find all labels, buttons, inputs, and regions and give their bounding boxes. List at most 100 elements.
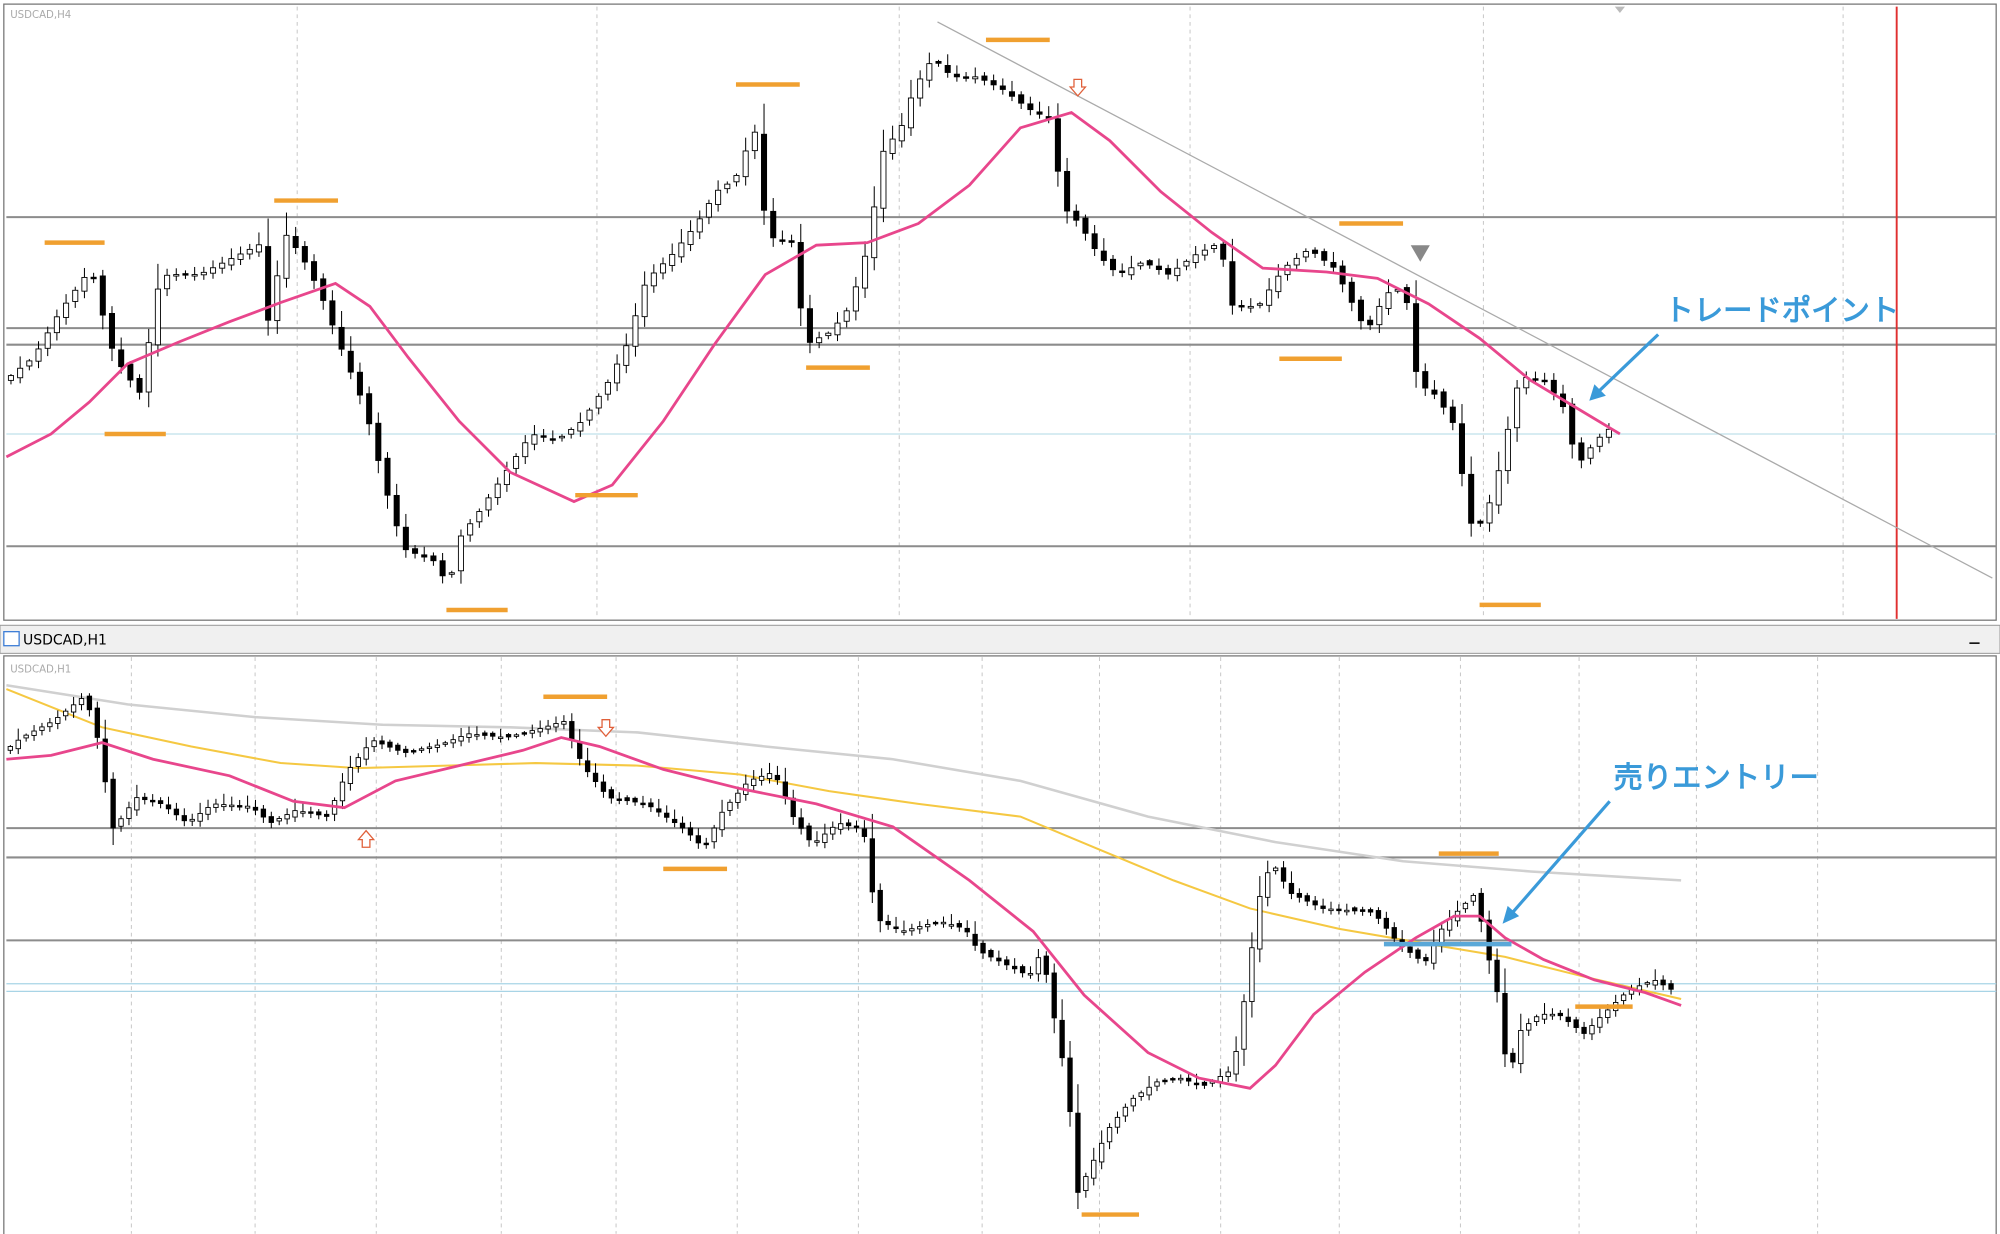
candle-body bbox=[545, 725, 551, 730]
candle-body bbox=[1385, 292, 1392, 309]
candle-body bbox=[838, 823, 844, 830]
candle-body bbox=[669, 253, 676, 266]
candle-body bbox=[70, 704, 77, 713]
candle-body bbox=[1532, 378, 1539, 381]
candle-body bbox=[623, 345, 630, 366]
candle-body bbox=[561, 721, 567, 725]
candle-body bbox=[880, 150, 887, 209]
candle-body bbox=[90, 276, 97, 280]
candle-body bbox=[834, 322, 841, 336]
candle-body bbox=[727, 801, 733, 811]
candle-body bbox=[94, 707, 100, 738]
candle-body bbox=[1302, 251, 1309, 258]
candle-body bbox=[1526, 1023, 1532, 1031]
candle-body bbox=[189, 818, 195, 822]
candle-body bbox=[1348, 281, 1355, 303]
candle-body bbox=[586, 409, 593, 421]
candle-body bbox=[604, 381, 611, 395]
candle-body bbox=[485, 497, 492, 511]
candle-body bbox=[26, 360, 33, 367]
candle-body bbox=[329, 300, 336, 326]
candle-body bbox=[1569, 403, 1576, 445]
candle-body bbox=[711, 827, 717, 843]
chart-label: USDCAD,H4 bbox=[10, 10, 71, 21]
candle-body bbox=[1596, 436, 1603, 447]
candle-body bbox=[1359, 909, 1366, 912]
candle-body bbox=[558, 435, 566, 439]
candle-body bbox=[678, 242, 685, 258]
candles bbox=[7, 52, 1612, 584]
candles bbox=[7, 693, 1674, 1210]
moving-average bbox=[6, 736, 1682, 1090]
candle-body bbox=[1265, 872, 1271, 898]
candle-body bbox=[540, 435, 547, 438]
candle-body bbox=[1296, 892, 1303, 898]
candle-body bbox=[157, 800, 164, 804]
candle-body bbox=[898, 125, 905, 142]
candle-body bbox=[1174, 267, 1181, 277]
candle-body bbox=[1423, 957, 1429, 962]
candle-body bbox=[1170, 1078, 1176, 1081]
candle-body bbox=[907, 97, 914, 129]
candle-body bbox=[797, 242, 804, 309]
candle-body bbox=[1193, 1082, 1200, 1086]
candle-body bbox=[1036, 111, 1043, 115]
candle-body bbox=[600, 781, 607, 792]
candle-body bbox=[1660, 979, 1666, 986]
candle-body bbox=[1233, 1051, 1239, 1075]
bottom-window: USDCAD,H1 USDCAD,H1 bbox=[0, 624, 2000, 1234]
candle-body bbox=[917, 926, 923, 930]
candle-body bbox=[1668, 983, 1674, 990]
candle-body bbox=[1407, 946, 1413, 953]
candle-body bbox=[751, 778, 757, 787]
candle-body bbox=[909, 928, 915, 932]
candle-body bbox=[845, 822, 852, 827]
candle-body bbox=[182, 273, 189, 276]
candle-body bbox=[1357, 299, 1364, 322]
candle-body bbox=[782, 781, 788, 799]
candle-body bbox=[1367, 319, 1374, 326]
candle-body bbox=[300, 811, 306, 814]
candle-body bbox=[788, 240, 795, 243]
candle-body bbox=[78, 698, 85, 706]
candle-body bbox=[577, 741, 583, 759]
candle-body bbox=[696, 218, 703, 233]
candle-body bbox=[1238, 305, 1245, 308]
candle-body bbox=[1415, 949, 1421, 959]
candle-body bbox=[577, 422, 584, 432]
candle-body bbox=[779, 239, 786, 242]
candle-body bbox=[1367, 909, 1374, 913]
candle-body bbox=[1328, 908, 1334, 912]
candle-body bbox=[715, 189, 722, 205]
candle-body bbox=[403, 748, 409, 753]
candle-body bbox=[1119, 270, 1126, 273]
candle-body bbox=[1587, 447, 1594, 459]
candle-body bbox=[1178, 1077, 1184, 1081]
candle-body bbox=[1352, 907, 1358, 912]
candle-body bbox=[1495, 470, 1502, 506]
triangle-marker bbox=[1410, 245, 1430, 262]
candle-body bbox=[99, 275, 106, 316]
candle-body bbox=[770, 210, 777, 239]
candle-body bbox=[1541, 1013, 1548, 1020]
candle-body bbox=[44, 332, 51, 349]
candle-body bbox=[990, 80, 997, 86]
candle-body bbox=[72, 289, 79, 302]
candle-body bbox=[1605, 428, 1612, 438]
candle-body bbox=[1413, 303, 1420, 372]
candle-body bbox=[1533, 1016, 1540, 1022]
candle-body bbox=[679, 822, 686, 829]
window-icon[interactable] bbox=[3, 631, 20, 647]
candle-body bbox=[1201, 249, 1208, 256]
candle-body bbox=[127, 363, 134, 381]
candle-body bbox=[7, 375, 14, 381]
candle-body bbox=[1109, 258, 1117, 271]
candle-body bbox=[1220, 243, 1227, 260]
candle-body bbox=[1620, 994, 1627, 1002]
down-arrow bbox=[1068, 78, 1087, 97]
candle-body bbox=[814, 840, 820, 843]
candle-body bbox=[23, 734, 29, 739]
candle-body bbox=[869, 838, 875, 893]
candle-body bbox=[355, 757, 361, 767]
